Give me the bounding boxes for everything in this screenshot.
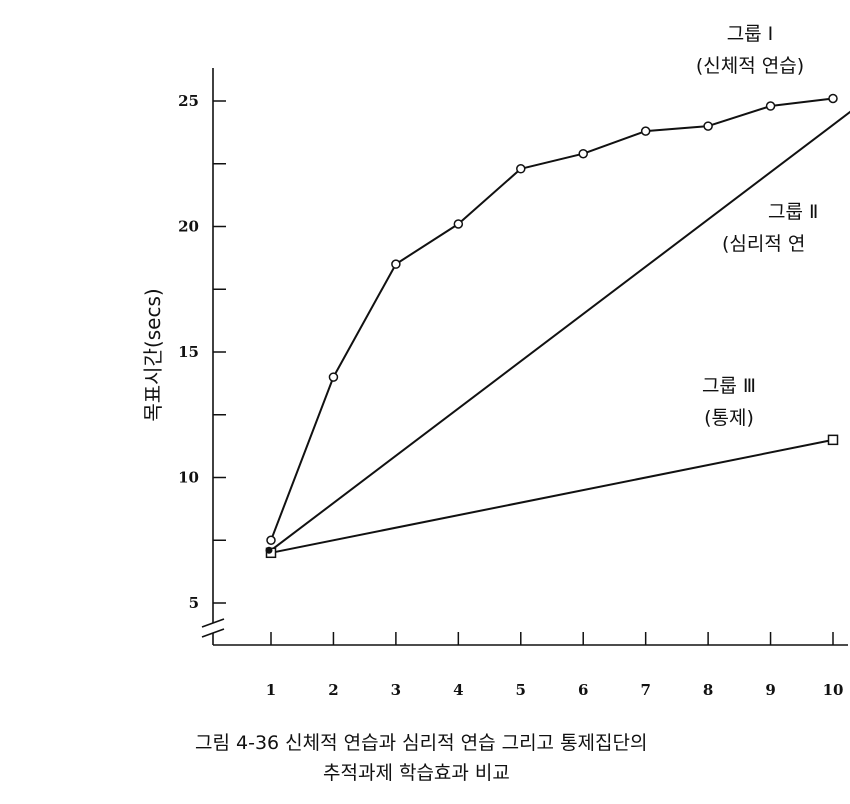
y-tick-label: 15 [178, 343, 199, 361]
tick-labels: 5 10 15 20 25 1 2 3 4 5 6 7 8 9 10 [178, 92, 843, 699]
series-group-3-sublabel: (통제) [704, 407, 754, 429]
x-tick-label: 5 [516, 681, 526, 699]
series-group-1-point [828, 93, 838, 104]
origin-point [265, 546, 273, 554]
x-tick-label: 4 [453, 681, 463, 699]
series-group-3-label: 그룹 Ⅲ [702, 375, 756, 397]
x-tick-label: 1 [266, 681, 276, 699]
series-group-2-sublabel: (심리적 연 [722, 233, 805, 255]
series-group-1-point [328, 372, 339, 382]
caption-line-1: 그림 4-36 신체적 연습과 심리적 연습 그리고 통제집단의 [195, 732, 648, 754]
x-tick-label: 9 [765, 681, 775, 699]
y-tick-label: 10 [178, 469, 199, 487]
x-tick-label: 3 [391, 681, 401, 699]
series-group-2-line [270, 110, 850, 552]
series-group-1-label: 그룹 I [727, 23, 774, 45]
series-group-1-point [391, 259, 401, 269]
series-group-1-line [270, 97, 834, 541]
caption-line-2: 추적과제 학습효과 비교 [323, 762, 510, 784]
axes [201, 68, 848, 646]
x-tick-label: 8 [703, 681, 713, 699]
y-tick-label: 25 [178, 92, 199, 110]
series-group-1-point [703, 121, 713, 131]
chart: 5 10 15 20 25 1 2 3 4 5 6 7 8 9 10 그룹 I (신체적 연습) 그룹 Ⅱ (심리… [141, 23, 850, 699]
x-tick-label: 10 [823, 681, 844, 699]
series-lines [270, 97, 850, 554]
series-labels: 그룹 I (신체적 연습) 그룹 Ⅱ (심리적 연그룹 Ⅲ (통제) [696, 23, 818, 429]
series-group-1-point [640, 126, 651, 136]
figure-caption: 그림 4-36 신체적 연습과 심리적 연습 그리고 통제집단의 추적과제 학습… [195, 728, 647, 788]
series-group-1-point [453, 219, 464, 229]
x-tick-label: 7 [640, 681, 650, 699]
series-group-3-point [827, 434, 839, 446]
axis-break-mark [201, 628, 225, 638]
series-group-1-point [578, 148, 588, 159]
y-tick-label: 5 [189, 594, 199, 612]
series-group-1-point [765, 101, 776, 111]
series-group-1-point [266, 535, 276, 545]
axis-break-mark [201, 618, 225, 628]
series-group-1-sublabel: (신체적 연습) [696, 55, 804, 77]
series-group-1-point [516, 164, 526, 174]
y-tick-label: 20 [178, 218, 199, 236]
data-markers [265, 93, 839, 559]
x-tick-label: 6 [578, 681, 588, 699]
series-group-2-label: 그룹 Ⅱ [768, 201, 818, 223]
series-group-3-line [270, 438, 834, 554]
y-axis-title: 목표시간(secs) [141, 288, 165, 421]
x-tick-label: 2 [328, 681, 338, 699]
